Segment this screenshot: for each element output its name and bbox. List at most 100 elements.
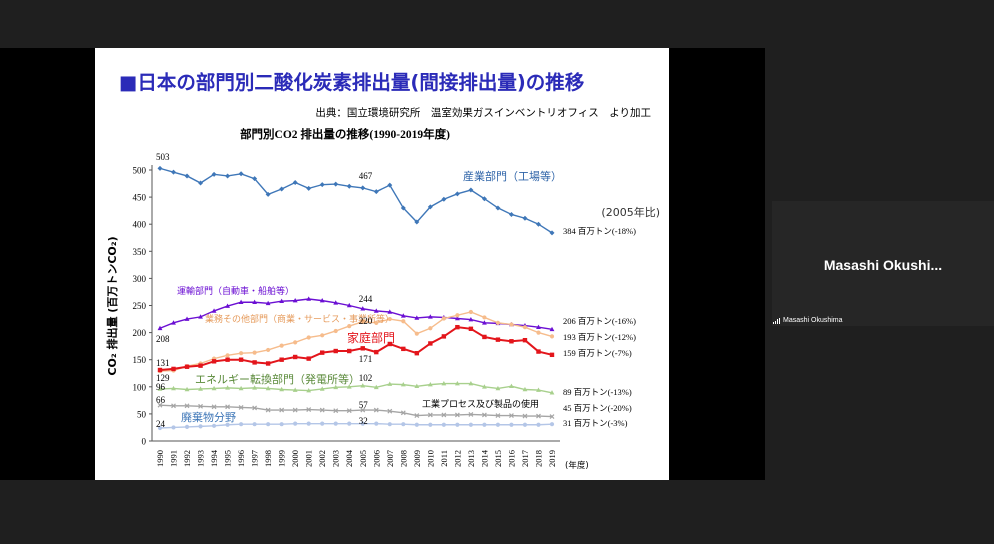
data-point bbox=[360, 383, 366, 388]
data-point bbox=[266, 347, 271, 353]
data-point bbox=[495, 413, 501, 418]
data-point bbox=[252, 299, 258, 305]
data-point bbox=[225, 385, 230, 390]
x-tick-label: 1996 bbox=[236, 450, 246, 467]
data-point bbox=[455, 324, 460, 330]
data-point bbox=[319, 386, 325, 391]
data-point bbox=[252, 360, 257, 365]
series-name-label: 業務その他部門（商業・サービス・事業所等） bbox=[205, 313, 394, 325]
y-tick-label: 250 bbox=[133, 301, 147, 311]
data-point bbox=[225, 357, 230, 362]
data-point bbox=[306, 335, 311, 340]
data-point bbox=[346, 302, 352, 308]
data-point bbox=[374, 320, 379, 325]
data-point bbox=[184, 173, 190, 179]
data-point bbox=[427, 412, 433, 418]
data-point bbox=[265, 361, 271, 366]
x-tick-label: 2015 bbox=[493, 450, 503, 467]
series-end-label: 89 百万トン(-13%) bbox=[563, 387, 632, 397]
data-point bbox=[171, 169, 177, 175]
data-point bbox=[198, 180, 204, 186]
series-line bbox=[159, 422, 553, 429]
data-point bbox=[427, 314, 433, 319]
y-tick-label: 0 bbox=[142, 437, 147, 447]
x-tick-label: 2010 bbox=[425, 450, 435, 467]
data-point bbox=[239, 422, 244, 427]
series-line bbox=[159, 167, 553, 234]
data-point bbox=[455, 313, 460, 318]
data-point bbox=[400, 313, 406, 318]
data-label: 503 bbox=[156, 152, 170, 162]
data-point bbox=[374, 349, 379, 355]
data-point bbox=[387, 422, 392, 427]
y-tick-label: 400 bbox=[133, 220, 147, 230]
data-point bbox=[198, 363, 203, 368]
data-point bbox=[346, 384, 352, 389]
data-label: 208 bbox=[156, 334, 170, 344]
data-point bbox=[225, 353, 230, 358]
data-point bbox=[360, 421, 365, 426]
x-tick-label: 2007 bbox=[385, 450, 395, 467]
data-point bbox=[198, 403, 203, 409]
x-tick-label: 1993 bbox=[196, 450, 206, 467]
data-point bbox=[279, 407, 285, 413]
data-point bbox=[482, 320, 487, 325]
data-point bbox=[441, 334, 447, 339]
x-tick-label: 1994 bbox=[209, 449, 219, 467]
data-point bbox=[373, 407, 379, 413]
data-point bbox=[225, 404, 231, 410]
x-tick-label: 2019 bbox=[547, 450, 557, 467]
data-point bbox=[184, 316, 190, 321]
x-tick-label: 1998 bbox=[263, 450, 273, 467]
series-end-label: 45 百万トン(-20%) bbox=[563, 403, 632, 413]
data-point bbox=[387, 408, 393, 414]
data-point bbox=[333, 181, 339, 187]
data-point bbox=[157, 425, 163, 431]
data-point bbox=[320, 350, 325, 355]
data-point bbox=[509, 413, 514, 418]
data-point bbox=[211, 404, 217, 410]
data-point bbox=[536, 387, 541, 392]
data-point bbox=[265, 385, 271, 391]
data-point bbox=[238, 299, 244, 305]
data-label: 102 bbox=[359, 373, 373, 383]
data-point bbox=[373, 189, 379, 195]
data-point bbox=[482, 422, 487, 427]
data-point bbox=[292, 179, 298, 185]
data-point bbox=[279, 357, 284, 362]
data-point bbox=[387, 316, 392, 322]
data-label: 467 bbox=[359, 171, 373, 181]
data-point bbox=[171, 320, 176, 325]
data-point bbox=[401, 319, 406, 324]
data-label: 24 bbox=[156, 419, 166, 429]
slide-canvas: ■日本の部門別二酸化炭素排出量(間接排出量)の推移 出典：国立環境研究所 温室効… bbox=[105, 71, 660, 471]
data-point bbox=[454, 380, 460, 386]
data-point bbox=[184, 424, 190, 430]
data-point bbox=[252, 405, 258, 411]
data-point bbox=[509, 339, 514, 344]
data-label: 57 bbox=[359, 400, 369, 410]
data-point bbox=[279, 298, 285, 303]
data-point bbox=[360, 407, 366, 413]
series-line bbox=[159, 404, 553, 418]
data-point bbox=[306, 421, 311, 426]
data-point bbox=[319, 182, 325, 188]
data-point bbox=[252, 350, 257, 355]
data-point bbox=[468, 187, 474, 193]
data-point bbox=[198, 424, 203, 429]
data-point bbox=[387, 182, 393, 188]
data-point bbox=[157, 367, 163, 373]
data-point bbox=[265, 191, 271, 197]
data-point bbox=[171, 385, 176, 391]
y-tick-label: 200 bbox=[133, 328, 147, 338]
data-point bbox=[252, 385, 258, 390]
y-tick-label: 300 bbox=[133, 274, 147, 284]
data-point bbox=[319, 298, 325, 303]
series-line bbox=[159, 298, 553, 331]
data-point bbox=[428, 341, 433, 346]
series-line bbox=[159, 311, 553, 372]
data-point bbox=[482, 315, 487, 320]
data-point bbox=[252, 176, 258, 182]
participant-video-tile[interactable]: Masashi Okushi... Masashi Okushima bbox=[772, 201, 994, 326]
